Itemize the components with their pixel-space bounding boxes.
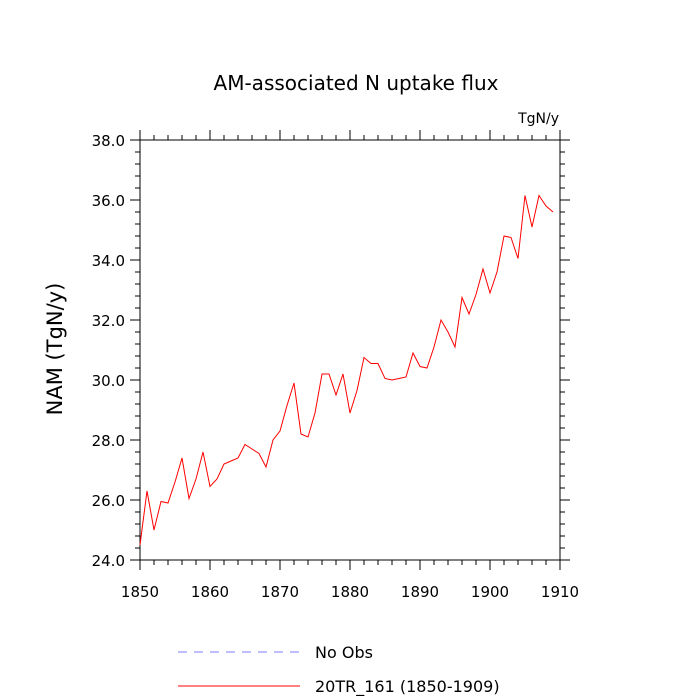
y-tick-label: 28.0 <box>92 432 125 450</box>
units-label: TgN/y <box>517 111 559 127</box>
y-tick-label: 34.0 <box>92 252 125 270</box>
x-tick-labels: 1850 1860 1870 1880 1890 1900 1910 <box>121 583 579 601</box>
legend-label: No Obs <box>315 643 373 662</box>
x-tick-label: 1910 <box>541 583 579 601</box>
legend: No Obs 20TR_161 (1850-1909) <box>178 643 500 697</box>
x-tick-label: 1900 <box>471 583 509 601</box>
y-axis-label: NAM (TgN/y) <box>43 283 67 416</box>
y-tick-label: 30.0 <box>92 372 125 390</box>
chart-title: AM-associated N uptake flux <box>214 71 499 95</box>
x-tick-label: 1870 <box>261 583 299 601</box>
y-tick-labels: 24.0 26.0 28.0 30.0 32.0 34.0 36.0 38.0 <box>92 132 125 570</box>
y-tick-label: 36.0 <box>92 192 125 210</box>
y-tick-label: 24.0 <box>92 552 125 570</box>
x-tick-label: 1850 <box>121 583 159 601</box>
legend-label: 20TR_161 (1850-1909) <box>315 677 500 697</box>
x-tick-label: 1860 <box>191 583 229 601</box>
y-tick-label: 32.0 <box>92 312 125 330</box>
axis-ticks <box>130 130 570 570</box>
y-tick-label: 38.0 <box>92 132 125 150</box>
x-tick-label: 1880 <box>331 583 369 601</box>
series-line <box>139 194 554 546</box>
series-layer <box>139 194 554 546</box>
plot-frame <box>139 139 561 561</box>
x-tick-label: 1890 <box>401 583 439 601</box>
y-tick-label: 26.0 <box>92 492 125 510</box>
